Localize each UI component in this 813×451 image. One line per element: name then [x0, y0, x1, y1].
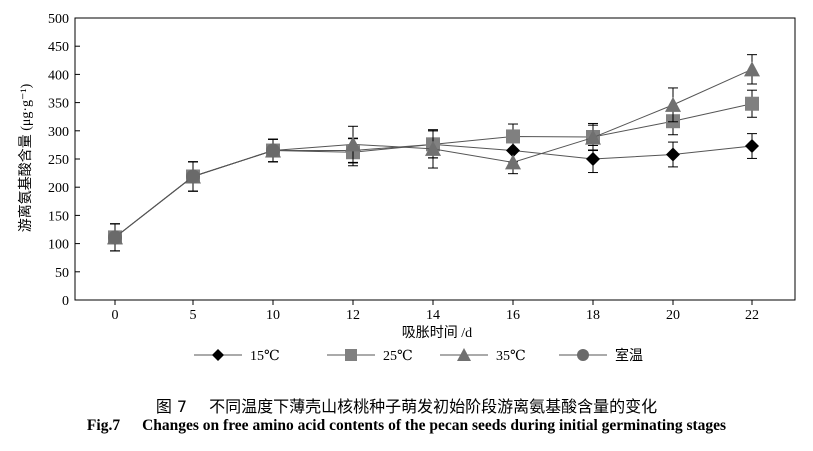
data-point [744, 61, 760, 77]
y-tick-label: 350 [48, 97, 69, 112]
series-line [114, 150, 274, 238]
data-point [457, 348, 471, 361]
x-tick-label: 10 [266, 308, 280, 323]
data-point [345, 349, 357, 361]
data-point [425, 140, 441, 156]
data-point [345, 136, 361, 152]
x-tick-label: 16 [506, 308, 520, 323]
y-tick-label: 50 [55, 266, 69, 281]
series-4 [108, 138, 280, 252]
data-point [745, 139, 759, 154]
y-tick-label: 400 [48, 68, 69, 83]
x-tick-label: 14 [426, 308, 440, 323]
legend-entry-2: 25℃ [327, 349, 413, 364]
legend-entry-4: 室温 [559, 347, 643, 364]
legend-label: 15℃ [250, 349, 280, 364]
data-point [665, 96, 681, 112]
x-tick-label: 18 [586, 308, 600, 323]
caption-chinese: 图 7 不同温度下薄壳山核桃种子萌发初始阶段游离氨基酸含量的变化 [0, 393, 813, 417]
x-tick-label: 12 [346, 308, 360, 323]
y-tick-label: 150 [48, 209, 69, 224]
series-3 [107, 54, 760, 252]
legend-label: 35℃ [496, 349, 526, 364]
y-tick-label: 500 [48, 12, 69, 27]
caption-cn-label: 图 7 [155, 397, 188, 416]
series-2 [108, 89, 759, 252]
data-point [266, 143, 280, 158]
axes: 0 50 100 150 200 250 300 350 400 450 500 0 5 10 12 14 16… [48, 12, 796, 323]
caption-english: Fig.7 Changes on free amino acid contents… [0, 417, 813, 435]
data-point [577, 349, 589, 361]
data-point [186, 169, 200, 184]
caption-en-text: Changes on free amino acid contents of t… [142, 417, 727, 434]
data-point [505, 154, 521, 170]
x-tick-label: 20 [666, 308, 680, 323]
x-tick-label: 22 [745, 308, 759, 323]
line-chart: 0 50 100 150 200 250 300 350 400 450 500 0 5 10 12 14 16… [17, 12, 796, 364]
x-axis-label: 吸胀时间 /d [402, 325, 472, 341]
y-tick-label: 200 [48, 181, 69, 196]
legend-label: 25℃ [383, 349, 413, 364]
x-tick-label: 5 [190, 308, 197, 323]
plot-frame [74, 17, 796, 301]
data-point [108, 230, 122, 245]
legend: 15℃ 25℃ 35℃ 室温 [194, 347, 643, 364]
caption-en-label: Fig.7 [86, 417, 121, 434]
y-tick-label: 0 [62, 294, 69, 309]
y-axis-label: 游离氨基酸含量 (μg·g⁻¹) [17, 83, 34, 232]
series-layer [107, 54, 760, 252]
legend-entry-3: 35℃ [440, 348, 526, 364]
data-point [506, 143, 520, 158]
y-tick-label: 250 [48, 153, 69, 168]
legend-label: 室温 [615, 347, 643, 364]
data-point [212, 349, 224, 361]
data-point [586, 152, 600, 166]
data-point [585, 129, 601, 145]
y-tick-label: 450 [48, 40, 69, 55]
legend-entry-1: 15℃ [194, 349, 280, 364]
caption-cn-text: 不同温度下薄壳山核桃种子萌发初始阶段游离氨基酸含量的变化 [209, 397, 658, 416]
y-tick-label: 300 [48, 125, 69, 140]
data-point [506, 129, 520, 144]
data-point [666, 147, 680, 162]
y-tick-label: 100 [48, 238, 69, 253]
data-point [745, 96, 759, 111]
x-tick-label: 0 [112, 308, 119, 323]
